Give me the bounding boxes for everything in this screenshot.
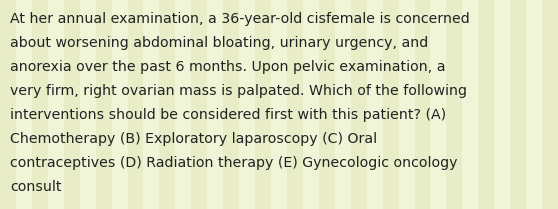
Bar <box>271 0 287 209</box>
Bar <box>207 0 223 209</box>
Bar <box>383 0 398 209</box>
Bar <box>239 0 255 209</box>
Bar <box>112 0 128 209</box>
Bar <box>351 0 367 209</box>
Bar <box>191 0 207 209</box>
Bar <box>430 0 446 209</box>
Bar <box>287 0 303 209</box>
Bar <box>478 0 494 209</box>
Bar <box>16 0 32 209</box>
Text: interventions should be considered first with this patient? (A): interventions should be considered first… <box>10 108 446 122</box>
Text: Chemotherapy (B) Exploratory laparoscopy (C) Oral: Chemotherapy (B) Exploratory laparoscopy… <box>10 132 377 146</box>
Text: At her annual examination, a 36-year-old cisfemale is concerned: At her annual examination, a 36-year-old… <box>10 12 470 26</box>
Bar <box>175 0 191 209</box>
Bar <box>510 0 526 209</box>
Text: contraceptives (D) Radiation therapy (E) Gynecologic oncology: contraceptives (D) Radiation therapy (E)… <box>10 156 458 170</box>
Bar <box>303 0 319 209</box>
Bar <box>526 0 542 209</box>
Bar <box>463 0 478 209</box>
Text: about worsening abdominal bloating, urinary urgency, and: about worsening abdominal bloating, urin… <box>10 36 428 50</box>
Bar <box>32 0 48 209</box>
Bar <box>415 0 430 209</box>
Bar <box>335 0 351 209</box>
Bar <box>494 0 510 209</box>
Text: very firm, right ovarian mass is palpated. Which of the following: very firm, right ovarian mass is palpate… <box>10 84 467 98</box>
Bar <box>319 0 335 209</box>
Text: anorexia over the past 6 months. Upon pelvic examination, a: anorexia over the past 6 months. Upon pe… <box>10 60 445 74</box>
Bar <box>398 0 415 209</box>
Bar <box>542 0 558 209</box>
Bar <box>48 0 64 209</box>
Bar <box>223 0 239 209</box>
Bar <box>367 0 383 209</box>
Bar <box>0 0 16 209</box>
Bar <box>255 0 271 209</box>
Text: consult: consult <box>10 180 61 194</box>
Bar <box>80 0 95 209</box>
Bar <box>446 0 463 209</box>
Bar <box>64 0 80 209</box>
Bar <box>95 0 112 209</box>
Bar <box>143 0 160 209</box>
Bar <box>160 0 175 209</box>
Bar <box>128 0 143 209</box>
